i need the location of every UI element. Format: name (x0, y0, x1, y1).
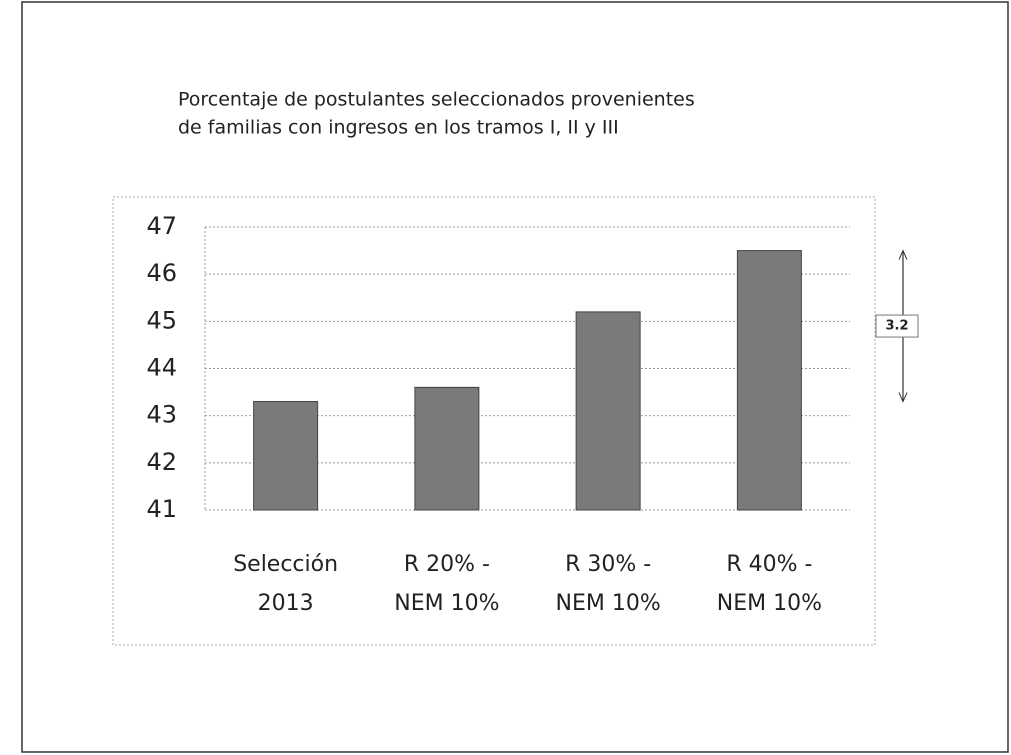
y-tick-label: 46 (146, 259, 177, 287)
x-tick-label: Selección (233, 552, 338, 577)
bar (736, 250, 802, 511)
y-tick-label: 41 (146, 495, 177, 523)
x-tick-label: NEM 10% (394, 591, 499, 616)
y-tick-label: 42 (146, 448, 177, 476)
bar (575, 311, 641, 511)
chart-title: Porcentaje de postulantes seleccionados … (178, 89, 695, 111)
arrow-head (898, 392, 908, 403)
y-tick-label: 43 (146, 401, 177, 429)
y-tick-label: 47 (146, 212, 177, 240)
annotation-box (875, 314, 919, 338)
x-tick-label: R 20% - (404, 552, 490, 577)
x-tick-label: R 30% - (565, 552, 651, 577)
y-tick-label: 44 (146, 354, 177, 382)
x-tick-label: R 40% - (726, 552, 812, 577)
chart-frame (112, 196, 876, 646)
annotation: 3.2 (885, 319, 908, 334)
x-tick-label: NEM 10% (717, 591, 822, 616)
arrow-head (898, 249, 908, 260)
bar (414, 386, 480, 511)
page-frame (21, 1, 1009, 753)
x-tick-label: 2013 (258, 591, 314, 616)
bar (253, 401, 319, 511)
chart-title: de familias con ingresos en los tramos I… (178, 117, 619, 139)
y-tick-label: 45 (146, 306, 177, 334)
x-tick-label: NEM 10% (556, 591, 661, 616)
